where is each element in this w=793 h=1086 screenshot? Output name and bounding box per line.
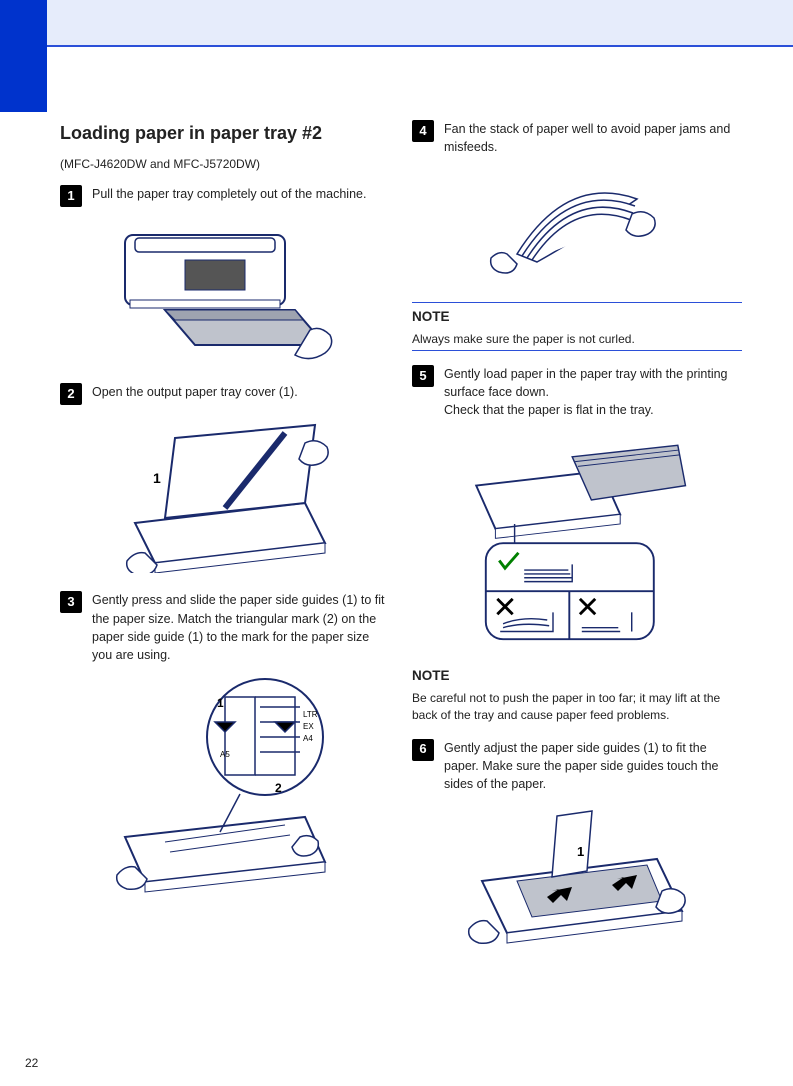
note-rule-top <box>412 302 742 303</box>
svg-text:A5: A5 <box>220 750 230 759</box>
step-text: Pull the paper tray completely out of th… <box>92 185 390 203</box>
step-text-main: Gently load paper in the paper tray with… <box>444 367 728 399</box>
illus-open-cover: 1 <box>105 413 345 573</box>
illus-fan-paper <box>477 164 677 284</box>
right-column: 4 Fan the stack of paper well to avoid p… <box>412 120 742 979</box>
step-1: 1 Pull the paper tray completely out of … <box>60 185 390 207</box>
svg-text:LTR: LTR <box>303 710 318 719</box>
illus-adjust-guides: 1 <box>457 801 697 961</box>
page-number: 22 <box>25 1056 38 1070</box>
step-number: 4 <box>412 120 434 142</box>
illus-printer-tray <box>105 215 345 365</box>
step-text: Open the output paper tray cover (1). <box>92 383 390 401</box>
step-text: Fan the stack of paper well to avoid pap… <box>444 120 742 156</box>
step-number: 2 <box>60 383 82 405</box>
section-heading: Loading paper in paper tray #2 <box>60 120 390 146</box>
step-text: Gently adjust the paper side guides (1) … <box>444 739 742 793</box>
svg-text:2: 2 <box>275 781 282 795</box>
svg-text:1: 1 <box>577 844 584 859</box>
step-number: 1 <box>60 185 82 207</box>
left-column: Loading paper in paper tray #2 (MFC-J462… <box>60 120 390 920</box>
note-title: NOTE <box>412 666 742 686</box>
svg-text:A4: A4 <box>303 734 313 743</box>
svg-text:1: 1 <box>217 696 224 710</box>
section-tab <box>0 0 47 112</box>
page-content: Loading paper in paper tray #2 (MFC-J462… <box>60 120 760 1070</box>
section-subheading: (MFC-J4620DW and MFC-J5720DW) <box>60 156 390 173</box>
illus-side-guides: LTR EX A4 A5 1 2 <box>105 672 345 902</box>
step-number: 6 <box>412 739 434 761</box>
step-number: 5 <box>412 365 434 387</box>
step-4: 4 Fan the stack of paper well to avoid p… <box>412 120 742 156</box>
note-block-2: NOTE Be careful not to push the paper in… <box>412 666 742 724</box>
note-title: NOTE <box>412 307 742 327</box>
step-5: 5 Gently load paper in the paper tray wi… <box>412 365 742 419</box>
note-block-1: NOTE Always make sure the paper is not c… <box>412 302 742 351</box>
step-text: Gently press and slide the paper side gu… <box>92 591 390 664</box>
step-text: Gently load paper in the paper tray with… <box>444 365 742 419</box>
step-number: 3 <box>60 591 82 613</box>
top-banner <box>0 0 793 47</box>
step-2: 2 Open the output paper tray cover (1). <box>60 383 390 405</box>
note-body: Always make sure the paper is not curled… <box>412 331 742 348</box>
note-rule-bottom <box>412 350 742 351</box>
step-3: 3 Gently press and slide the paper side … <box>60 591 390 664</box>
note-body: Be careful not to push the paper in too … <box>412 690 742 725</box>
illus-load-paper-check <box>457 428 697 649</box>
svg-text:1: 1 <box>153 470 161 486</box>
step-6: 6 Gently adjust the paper side guides (1… <box>412 739 742 793</box>
svg-text:EX: EX <box>303 722 314 731</box>
step-text-extra: Check that the paper is flat in the tray… <box>444 403 654 417</box>
